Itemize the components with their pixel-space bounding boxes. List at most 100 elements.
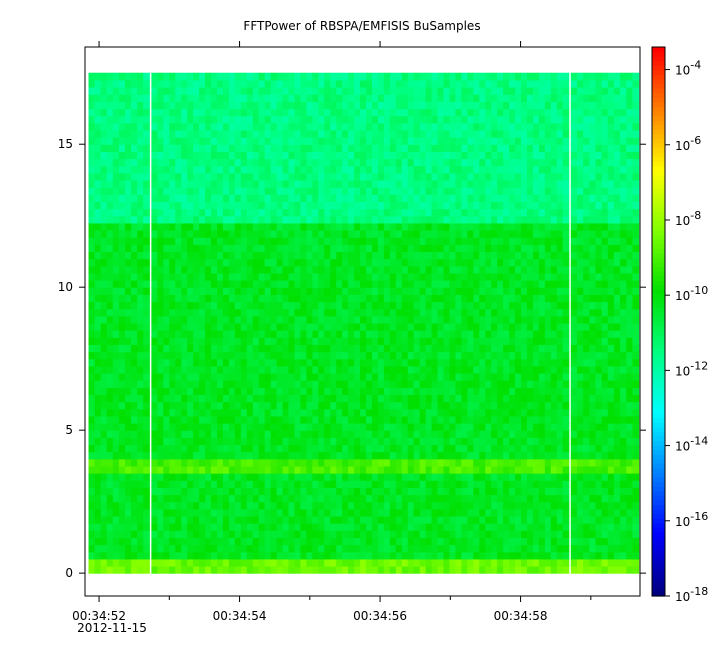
spectrogram-cell (193, 158, 200, 167)
spectrogram-cell (216, 301, 224, 310)
spectrogram-cell (318, 172, 325, 181)
spectrogram-cell (240, 508, 248, 517)
spectrogram-cell (395, 301, 403, 310)
spectrogram-cell (151, 194, 158, 203)
spectrogram-cell (443, 394, 451, 403)
spectrogram-cell (324, 444, 331, 453)
spectrogram-cell (419, 480, 427, 488)
spectrogram-cell (431, 280, 439, 288)
spectrogram-cell (419, 487, 427, 496)
spectrogram-cell (383, 151, 391, 160)
spectrogram-cell (288, 408, 296, 417)
spectrogram-cell (234, 308, 242, 317)
spectrogram-cell (94, 544, 102, 553)
spectrogram-cell (443, 151, 451, 160)
spectrogram-cell (258, 430, 266, 438)
spectrogram-cell (306, 480, 313, 488)
spectrogram-cell (449, 280, 457, 288)
spectrogram-cell (270, 465, 278, 474)
spectrogram-cell (366, 158, 373, 167)
spectrogram-cell (143, 87, 150, 95)
spectrogram-cell (276, 322, 284, 331)
spectrogram-cell (282, 451, 290, 460)
spectrogram-cell (521, 537, 528, 546)
spectrogram-cell (205, 401, 212, 410)
spectrogram-cell (100, 358, 108, 367)
spectrogram-cell (407, 430, 415, 438)
spectrogram-cell (509, 372, 516, 381)
spectrogram-cell (94, 79, 102, 88)
spectrogram-cell (526, 423, 534, 431)
spectrogram-cell (118, 480, 126, 488)
spectrogram-cell (124, 544, 132, 553)
spectrogram-cell (118, 330, 126, 338)
spectrogram-cell (383, 494, 391, 503)
spectrogram-cell (360, 515, 367, 524)
spectrogram-cell (503, 244, 510, 253)
spectrogram-cell (270, 451, 278, 460)
spectrogram-cell (497, 308, 504, 317)
spectrogram-cell (526, 172, 534, 181)
spectrogram-cell (401, 473, 409, 481)
spectrogram-cell (240, 251, 248, 260)
spectrogram-cell (366, 423, 373, 431)
spectrogram-cell (169, 165, 176, 174)
spectrogram-cell (143, 423, 150, 431)
spectrogram-cell (88, 94, 96, 102)
spectrogram-cell (118, 523, 126, 531)
spectrogram-cell (118, 544, 126, 553)
spectrogram-cell (360, 494, 367, 503)
spectrogram-cell (228, 215, 236, 224)
spectrogram-cell (157, 222, 164, 231)
spectrogram-cell (521, 158, 528, 167)
spectrogram-cell (407, 179, 415, 188)
spectrogram-cell (211, 501, 218, 510)
spectrogram-cell (163, 201, 170, 210)
spectrogram-cell (300, 423, 307, 431)
spectrogram-cell (461, 465, 468, 474)
spectrogram-cell (366, 308, 373, 317)
spectrogram-cell (163, 294, 170, 303)
spectrogram-cell (157, 437, 164, 446)
spectrogram-cell (252, 501, 260, 510)
spectrogram-cell (360, 523, 367, 531)
spectrogram-cell (532, 280, 540, 288)
spectrogram-cell (324, 380, 331, 388)
spectrogram-cell (324, 358, 331, 367)
spectrogram-cell (106, 179, 114, 188)
spectrogram-cell (94, 158, 102, 167)
spectrogram-cell (383, 515, 391, 524)
spectrogram-cell (106, 201, 114, 210)
spectrogram-cell (449, 372, 457, 381)
spectrogram-cell (419, 172, 427, 181)
spectrogram-cell (503, 287, 510, 295)
spectrogram-cell (526, 280, 534, 288)
spectrogram-cell (94, 280, 102, 288)
spectrogram-cell (354, 380, 361, 388)
spectrogram-cell (151, 430, 158, 438)
spectrogram-cell (413, 151, 421, 160)
spectrogram-cell (336, 165, 343, 174)
spectrogram-cell (94, 144, 102, 152)
spectrogram-cell (544, 380, 552, 388)
spectrogram-cell (282, 144, 290, 152)
spectrogram-cell (94, 108, 102, 117)
spectrogram-cell (473, 523, 480, 531)
spectrogram-cell (216, 544, 224, 553)
spectrogram-cell (193, 358, 200, 367)
spectrogram-cell (94, 372, 102, 381)
spectrogram-cell (228, 508, 236, 517)
spectrogram-cell (282, 458, 290, 467)
spectrogram-cell (336, 265, 343, 274)
spectrogram-cell (246, 437, 254, 446)
spectrogram-cell (377, 501, 385, 510)
spectrogram-cell (431, 337, 439, 345)
spectrogram-cell (515, 237, 522, 245)
spectrogram-cell (550, 165, 558, 174)
spectrogram-cell (124, 344, 132, 353)
spectrogram-cell (509, 358, 516, 367)
spectrogram-cell (294, 265, 302, 274)
spectrogram-cell (124, 108, 132, 117)
spectrogram-cell (377, 365, 385, 374)
spectrogram-cell (276, 480, 284, 488)
